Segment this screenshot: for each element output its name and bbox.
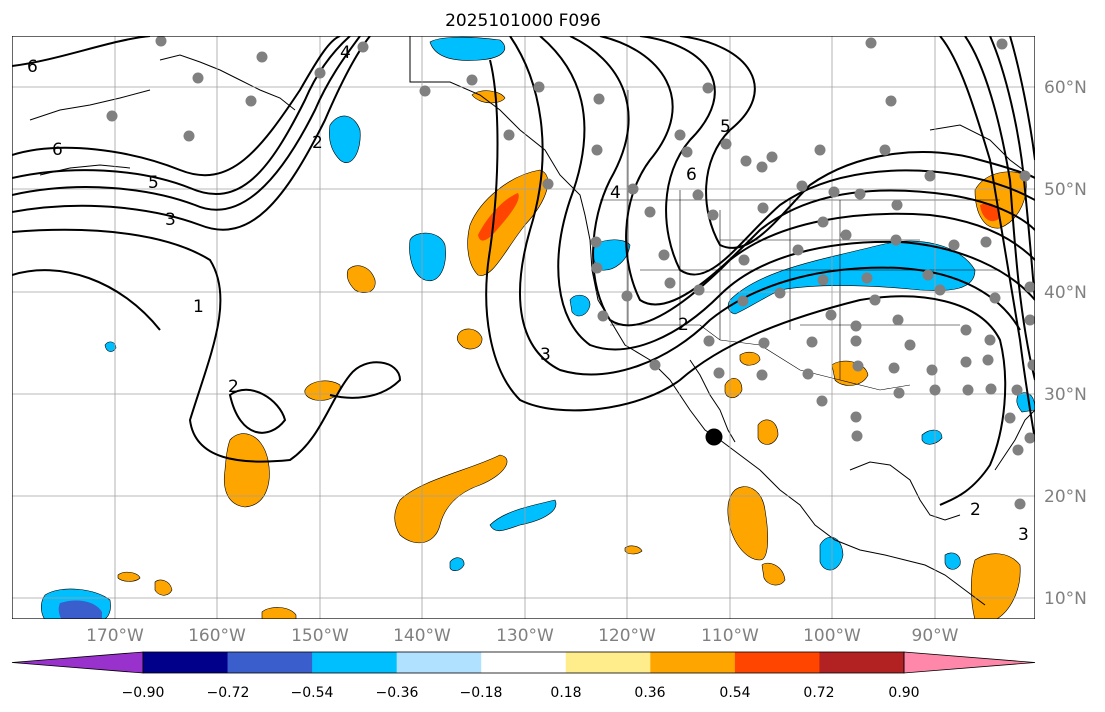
lat-label: 20°N [1044, 487, 1087, 507]
lat-label: 30°N [1044, 385, 1087, 405]
contour-label: 3 [1018, 525, 1029, 545]
contour-label: 2 [312, 133, 323, 153]
latitude-labels: 60°N 50°N 40°N 30°N 20°N 10°N [1044, 78, 1087, 609]
contour-label: 4 [610, 183, 621, 203]
contour-label: 6 [27, 57, 38, 77]
lon-label: 110°W [701, 626, 759, 646]
colorbar-tick: −0.90 [122, 685, 165, 701]
colorbar-tick: 0.54 [719, 685, 750, 701]
lon-label: 160°W [188, 626, 246, 646]
colorbar-ticks: −0.90 −0.72 −0.54 −0.36 −0.18 0.18 0.36 … [122, 685, 920, 701]
contour-label: 1 [193, 297, 204, 317]
longitude-labels: 170°W 160°W 150°W 140°W 130°W 120°W 110°… [86, 626, 959, 646]
coastlines [29, 36, 1035, 606]
colorbar-tick: 0.36 [634, 685, 665, 701]
lon-label: 90°W [912, 626, 959, 646]
colorbar-segment [312, 652, 398, 673]
lat-label: 50°N [1044, 180, 1087, 200]
graticule [12, 36, 1035, 619]
colorbar [11, 651, 1036, 674]
colorbar-segment [903, 651, 1036, 674]
contour-label: 2 [970, 500, 981, 520]
colorbar-segment [650, 652, 736, 673]
map-panel: 6 6 5 3 1 2 2 4 2 3 4 5 6 2 3 [12, 36, 1035, 619]
figure-title: 2025101000 F096 [445, 11, 601, 31]
contour-label: 5 [720, 117, 731, 137]
lon-label: 150°W [291, 626, 349, 646]
colorbar-segment [143, 652, 229, 673]
contour-label: 2 [228, 377, 239, 397]
colorbar-tick: 0.18 [550, 685, 581, 701]
colorbar-segment [227, 652, 313, 673]
colorbar-tick: −0.72 [207, 685, 250, 701]
contour-label: 3 [540, 345, 551, 365]
colorbar-outline [142, 651, 905, 674]
colorbar-segment [734, 652, 820, 673]
highlight-station [705, 428, 723, 446]
lat-label: 10°N [1044, 589, 1087, 609]
lon-label: 100°W [803, 626, 861, 646]
lon-label: 130°W [496, 626, 554, 646]
station-markers [106, 36, 1035, 510]
lat-label: 40°N [1044, 283, 1087, 303]
contour-labels: 6 6 5 3 1 2 2 4 2 3 4 5 6 2 3 [27, 43, 1029, 545]
colorbar-segment [11, 651, 144, 674]
contour-label: 5 [148, 173, 159, 193]
colorbar-segment [481, 652, 567, 673]
colorbar-tick: 0.72 [803, 685, 834, 701]
colorbar-tick: −0.18 [460, 685, 503, 701]
colorbar-tick: −0.54 [291, 685, 334, 701]
contour-label: 6 [686, 165, 697, 185]
colorbar-segment [565, 652, 651, 673]
contour-label: 2 [678, 315, 689, 335]
colorbar-tick: 0.90 [888, 685, 919, 701]
colorbar-tick: −0.36 [376, 685, 419, 701]
contour-label: 6 [52, 140, 63, 160]
contour-label: 3 [165, 210, 176, 230]
colorbar-segment [819, 652, 905, 673]
lon-label: 120°W [598, 626, 656, 646]
height-contours [12, 36, 1035, 506]
lon-label: 170°W [86, 626, 144, 646]
lat-label: 60°N [1044, 78, 1087, 98]
colorbar-segment [396, 652, 482, 673]
lon-label: 140°W [393, 626, 451, 646]
contour-label: 4 [340, 43, 351, 63]
